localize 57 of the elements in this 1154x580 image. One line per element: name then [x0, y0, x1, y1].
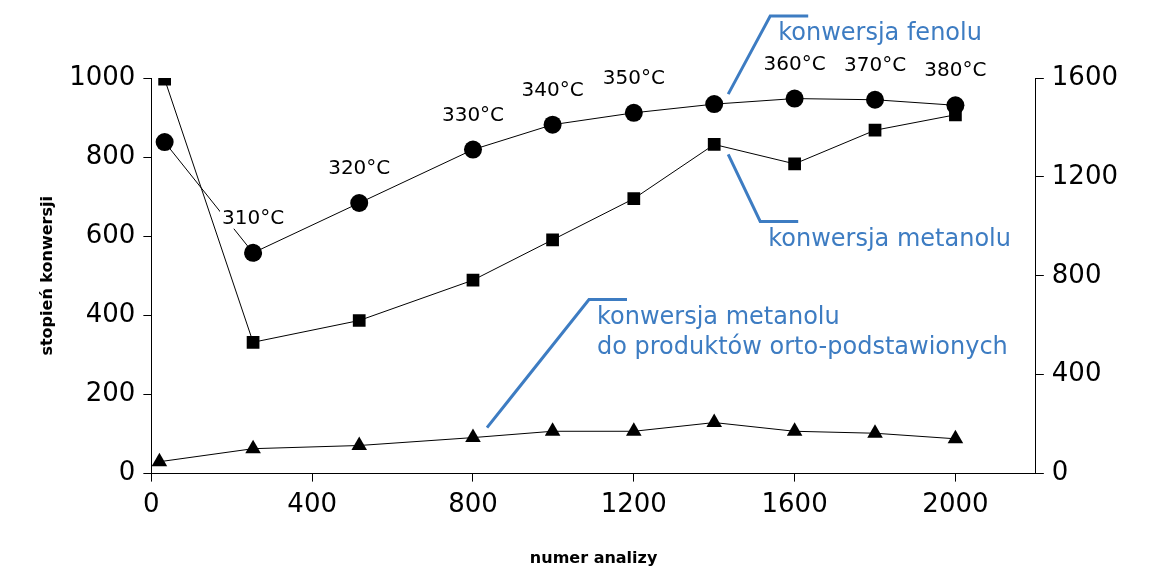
x-tick-label: 800	[448, 487, 498, 518]
point	[351, 436, 368, 451]
y2-tick-label: 800	[1051, 258, 1102, 289]
point	[350, 194, 369, 213]
point	[466, 273, 480, 287]
point	[544, 422, 561, 436]
y2-tick-label: 1200	[1051, 159, 1118, 190]
point	[866, 90, 885, 109]
y-tick-label: 800	[85, 139, 136, 170]
x-tick-label: 400	[287, 487, 337, 518]
annotation: 310°C	[222, 205, 285, 230]
point	[947, 429, 964, 444]
annotation: 360°C	[763, 50, 826, 75]
point	[352, 314, 366, 327]
y2-tick-label: 400	[1051, 357, 1102, 388]
point	[705, 95, 724, 114]
x-tick-label: 2000	[922, 487, 989, 518]
point	[626, 422, 642, 436]
text: konwersja metanolu do produktów orto-podstawionych	[596, 301, 1008, 360]
point	[867, 424, 883, 438]
x-tick-label: 1200	[600, 487, 667, 518]
point	[151, 452, 168, 467]
y-tick-label: 0	[118, 456, 136, 487]
point	[786, 422, 803, 436]
annotation: 320°C	[328, 155, 391, 180]
point	[463, 140, 482, 159]
series-label: konwersja fenolu	[778, 18, 982, 47]
text: konwersja metanolu	[768, 223, 1011, 252]
point	[707, 138, 721, 151]
annotation: 340°C	[521, 76, 584, 101]
y-tick-label: 400	[85, 298, 136, 329]
point	[465, 428, 481, 443]
point	[624, 103, 643, 122]
x-tick-label: 0	[143, 487, 160, 518]
x-axis-title: numer analizy	[529, 547, 658, 567]
point	[627, 192, 641, 206]
y-tick-label: 600	[85, 218, 136, 249]
y-axis-title: stopień konwersji	[36, 196, 56, 356]
x-tick-label: 1600	[761, 487, 828, 518]
point	[244, 243, 263, 262]
y2-tick-label: 0	[1051, 456, 1069, 487]
point	[155, 133, 174, 152]
point	[868, 123, 882, 137]
y-tick-label: 1000	[69, 60, 136, 91]
point	[543, 115, 562, 134]
annotation: 350°C	[602, 65, 665, 90]
point	[788, 157, 801, 171]
annotation: 380°C	[924, 57, 987, 82]
point	[246, 335, 260, 349]
point	[706, 413, 722, 428]
y2-tick-label: 1600	[1051, 60, 1118, 91]
annotation: 330°C	[441, 101, 505, 126]
y-tick-label: 200	[85, 377, 136, 408]
point	[546, 233, 559, 247]
point	[785, 89, 804, 108]
annotation: 370°C	[843, 51, 907, 76]
point	[245, 439, 261, 454]
